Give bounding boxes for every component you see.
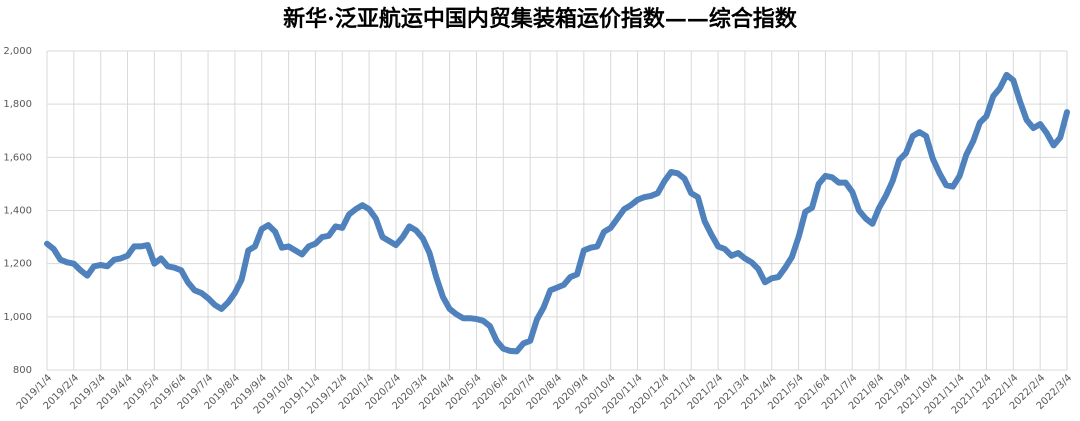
y-tick-label: 2,000 (3, 46, 32, 57)
y-tick-label: 1,600 (3, 152, 32, 163)
y-tick-label: 1,400 (3, 206, 32, 217)
chart-title: 新华·泛亚航运中国内贸集装箱运价指数——综合指数 (283, 6, 798, 32)
y-tick-label: 1,000 (3, 312, 32, 323)
data-line (44, 71, 1070, 355)
y-tick-label: 800 (13, 365, 32, 376)
y-tick-label: 1,800 (3, 99, 32, 110)
y-tick-label: 1,200 (3, 259, 32, 270)
